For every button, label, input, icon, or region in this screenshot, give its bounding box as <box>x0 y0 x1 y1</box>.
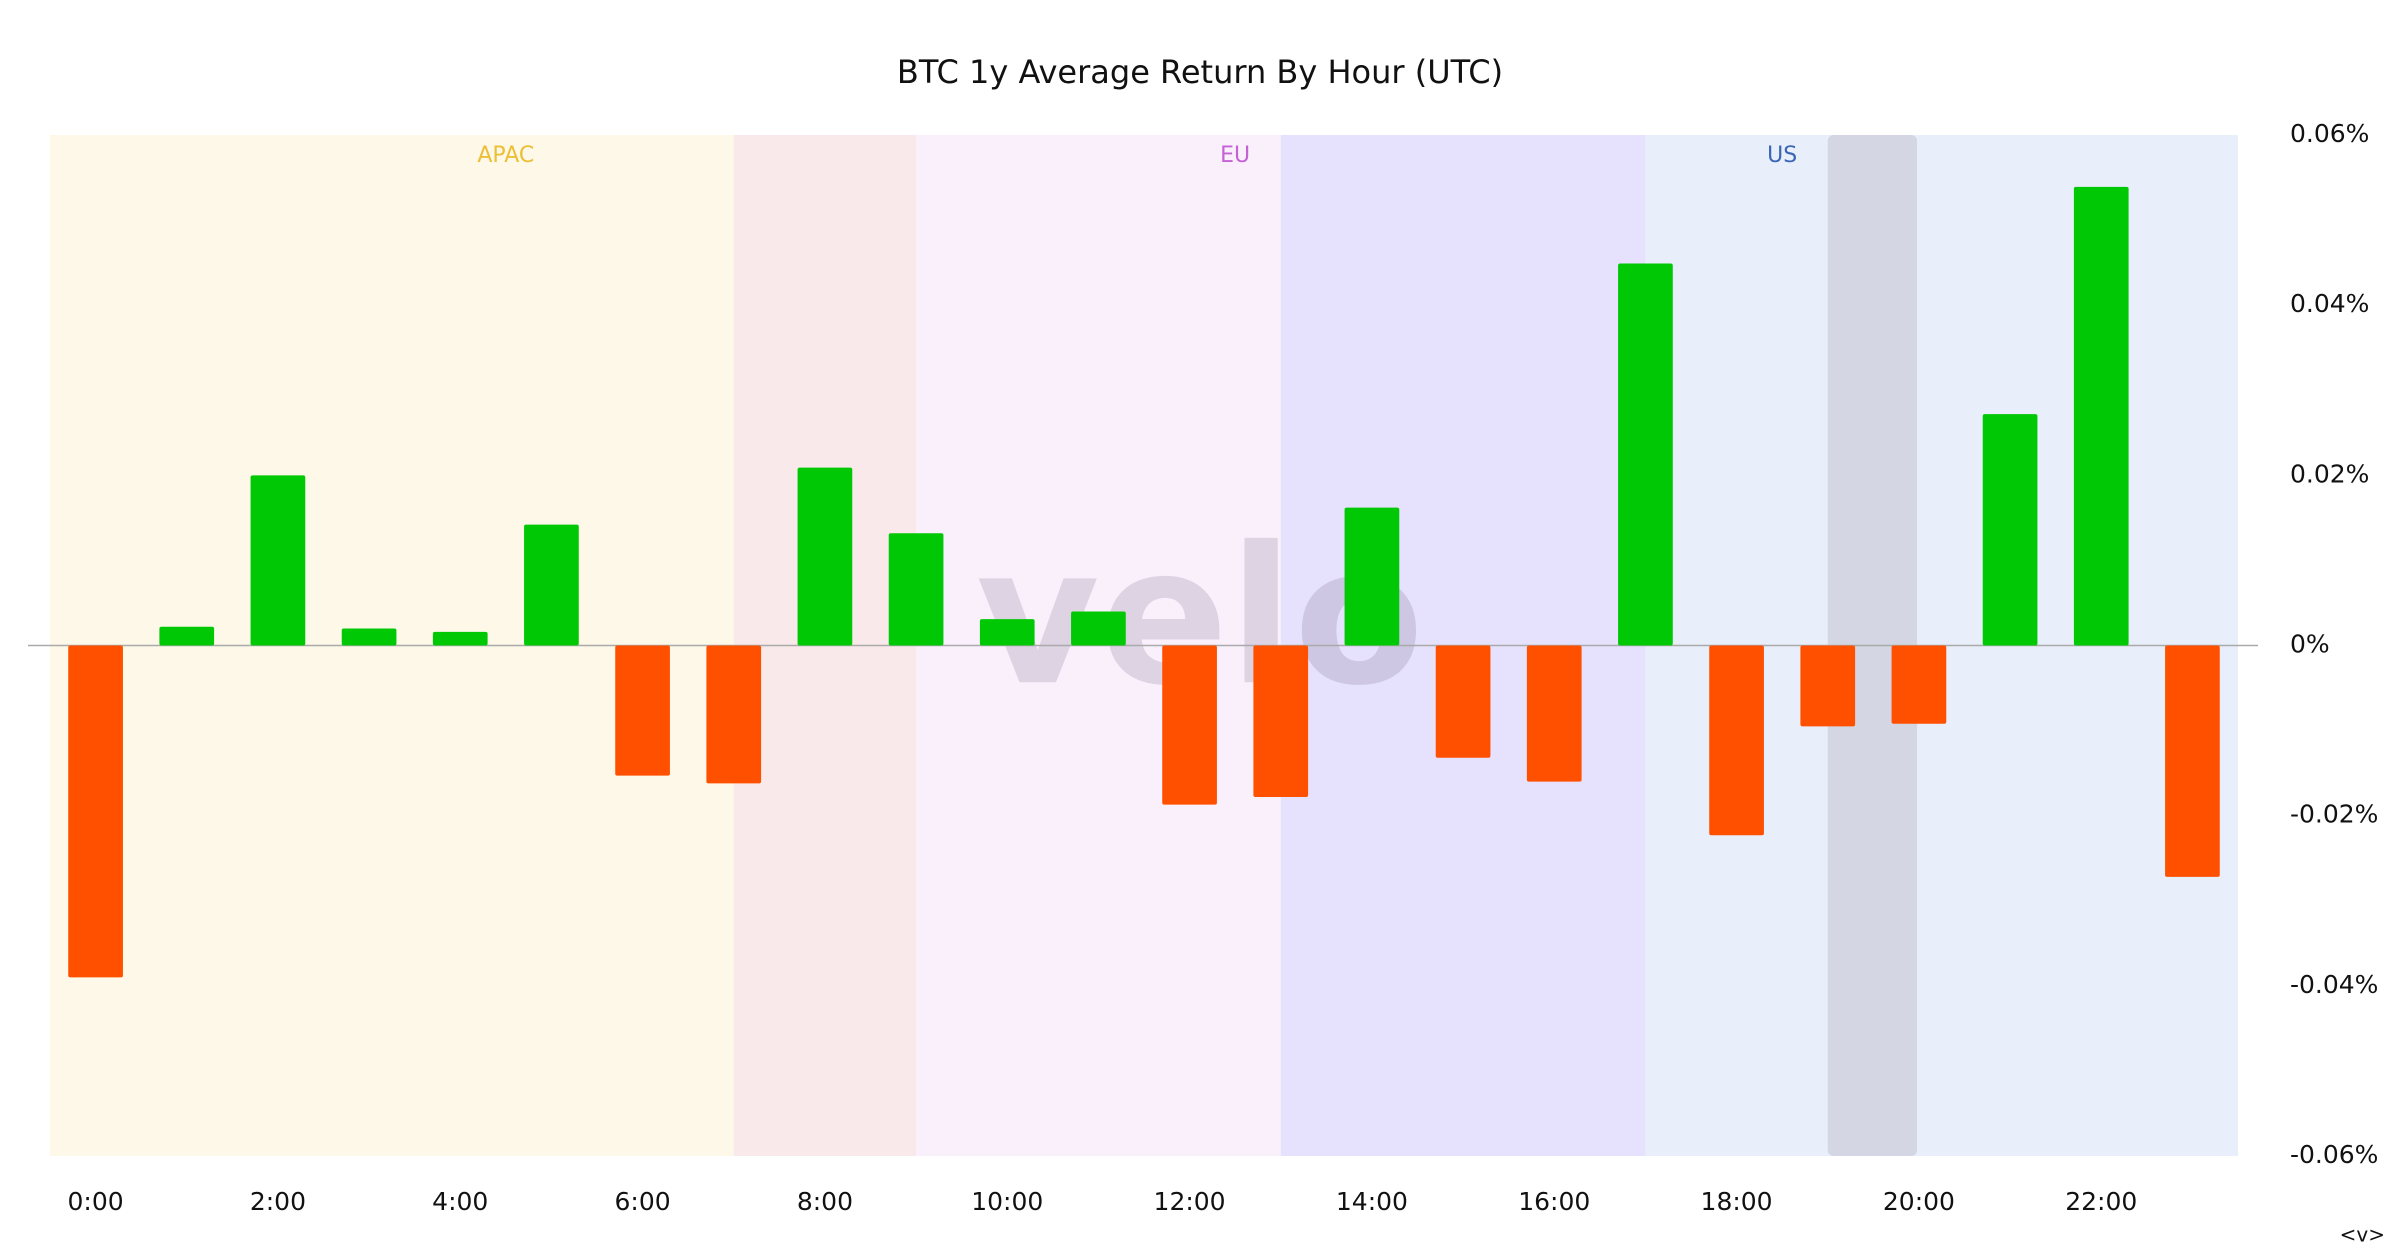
bar <box>2165 645 2220 877</box>
bar <box>1435 645 1491 758</box>
y-tick-label: 0.04% <box>2290 289 2369 318</box>
bar <box>1891 645 1947 724</box>
bar <box>432 631 488 646</box>
bar <box>888 533 944 646</box>
bar <box>341 628 397 646</box>
x-tick-label: 20:00 <box>1883 1187 1955 1216</box>
bar <box>1709 645 1764 836</box>
x-tick-label: 6:00 <box>615 1187 671 1216</box>
y-tick-label: 0.06% <box>2290 119 2369 148</box>
x-tick-label: 2:00 <box>250 1187 306 1216</box>
y-tick-label: 0% <box>2290 630 2330 659</box>
y-tick-label: 0.02% <box>2290 459 2369 488</box>
bar <box>615 645 670 776</box>
session-label: APAC <box>477 143 534 168</box>
bar <box>1618 263 1673 646</box>
x-tick-label: 14:00 <box>1336 1187 1408 1216</box>
bar <box>524 524 579 646</box>
bar <box>1526 645 1582 782</box>
x-tick-label: 16:00 <box>1518 1187 1590 1216</box>
x-tick-label: 12:00 <box>1154 1187 1226 1216</box>
bar <box>1800 645 1856 727</box>
x-tick-label: 10:00 <box>971 1187 1043 1216</box>
bar <box>2073 186 2129 646</box>
bar <box>1344 507 1400 646</box>
bar <box>1253 645 1309 797</box>
bar <box>159 626 215 646</box>
x-tick-label: 18:00 <box>1701 1187 1773 1216</box>
x-tick-label: 22:00 <box>2065 1187 2137 1216</box>
bar <box>706 645 762 784</box>
session-label: US <box>1767 143 1797 168</box>
bar <box>1982 414 2038 646</box>
x-tick-label: 8:00 <box>797 1187 853 1216</box>
session-label: EU <box>1220 143 1250 168</box>
bar <box>1071 611 1126 646</box>
bar <box>68 645 123 978</box>
chart-title: BTC 1y Average Return By Hour (UTC) <box>897 53 1503 91</box>
y-tick-label: -0.04% <box>2290 970 2378 999</box>
bar <box>250 475 306 646</box>
bar <box>979 619 1035 646</box>
x-tick-label: 4:00 <box>432 1187 488 1216</box>
bar <box>1162 645 1217 805</box>
corner-mark: <v> <box>2340 1223 2385 1247</box>
bar <box>797 467 853 646</box>
x-tick-label: 0:00 <box>68 1187 124 1216</box>
y-tick-label: -0.06% <box>2290 1140 2378 1169</box>
y-tick-label: -0.02% <box>2290 800 2378 829</box>
